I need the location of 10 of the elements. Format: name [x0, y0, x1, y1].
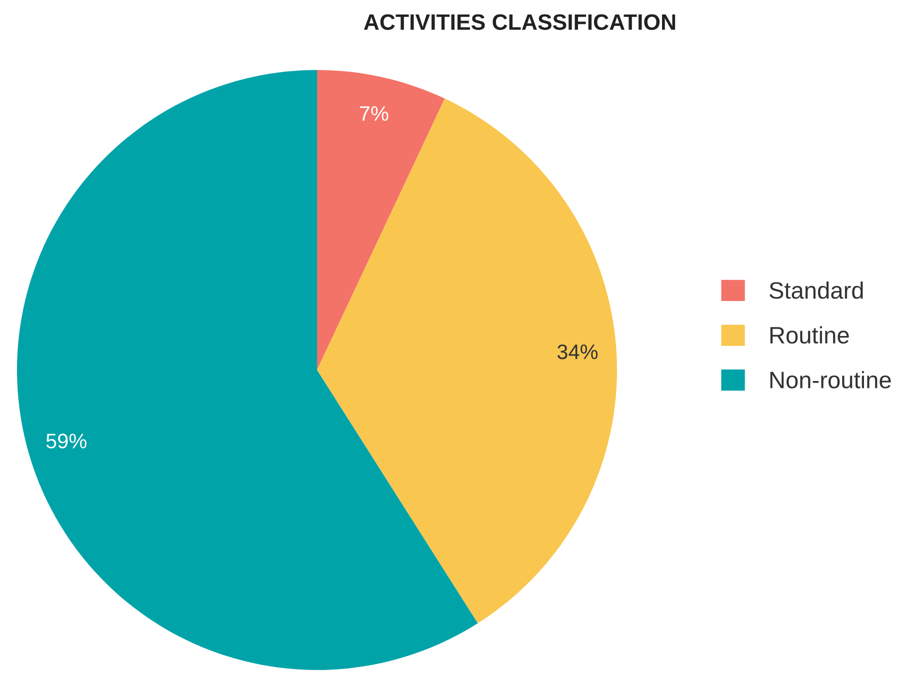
- data-label: 34%: [557, 344, 598, 360]
- chart-title: ACTIVITIES CLASSIFICATION: [364, 14, 676, 30]
- legend-label: Non-routine: [770, 371, 891, 388]
- data-label: 59%: [46, 434, 86, 448]
- pie-slice: [17, 70, 478, 670]
- legend-label: Standard: [770, 281, 863, 299]
- pie-slice: [317, 98, 617, 624]
- legend-label: Routine: [770, 326, 849, 344]
- pie-slice: [317, 70, 445, 370]
- data-label: 7%: [360, 106, 388, 121]
